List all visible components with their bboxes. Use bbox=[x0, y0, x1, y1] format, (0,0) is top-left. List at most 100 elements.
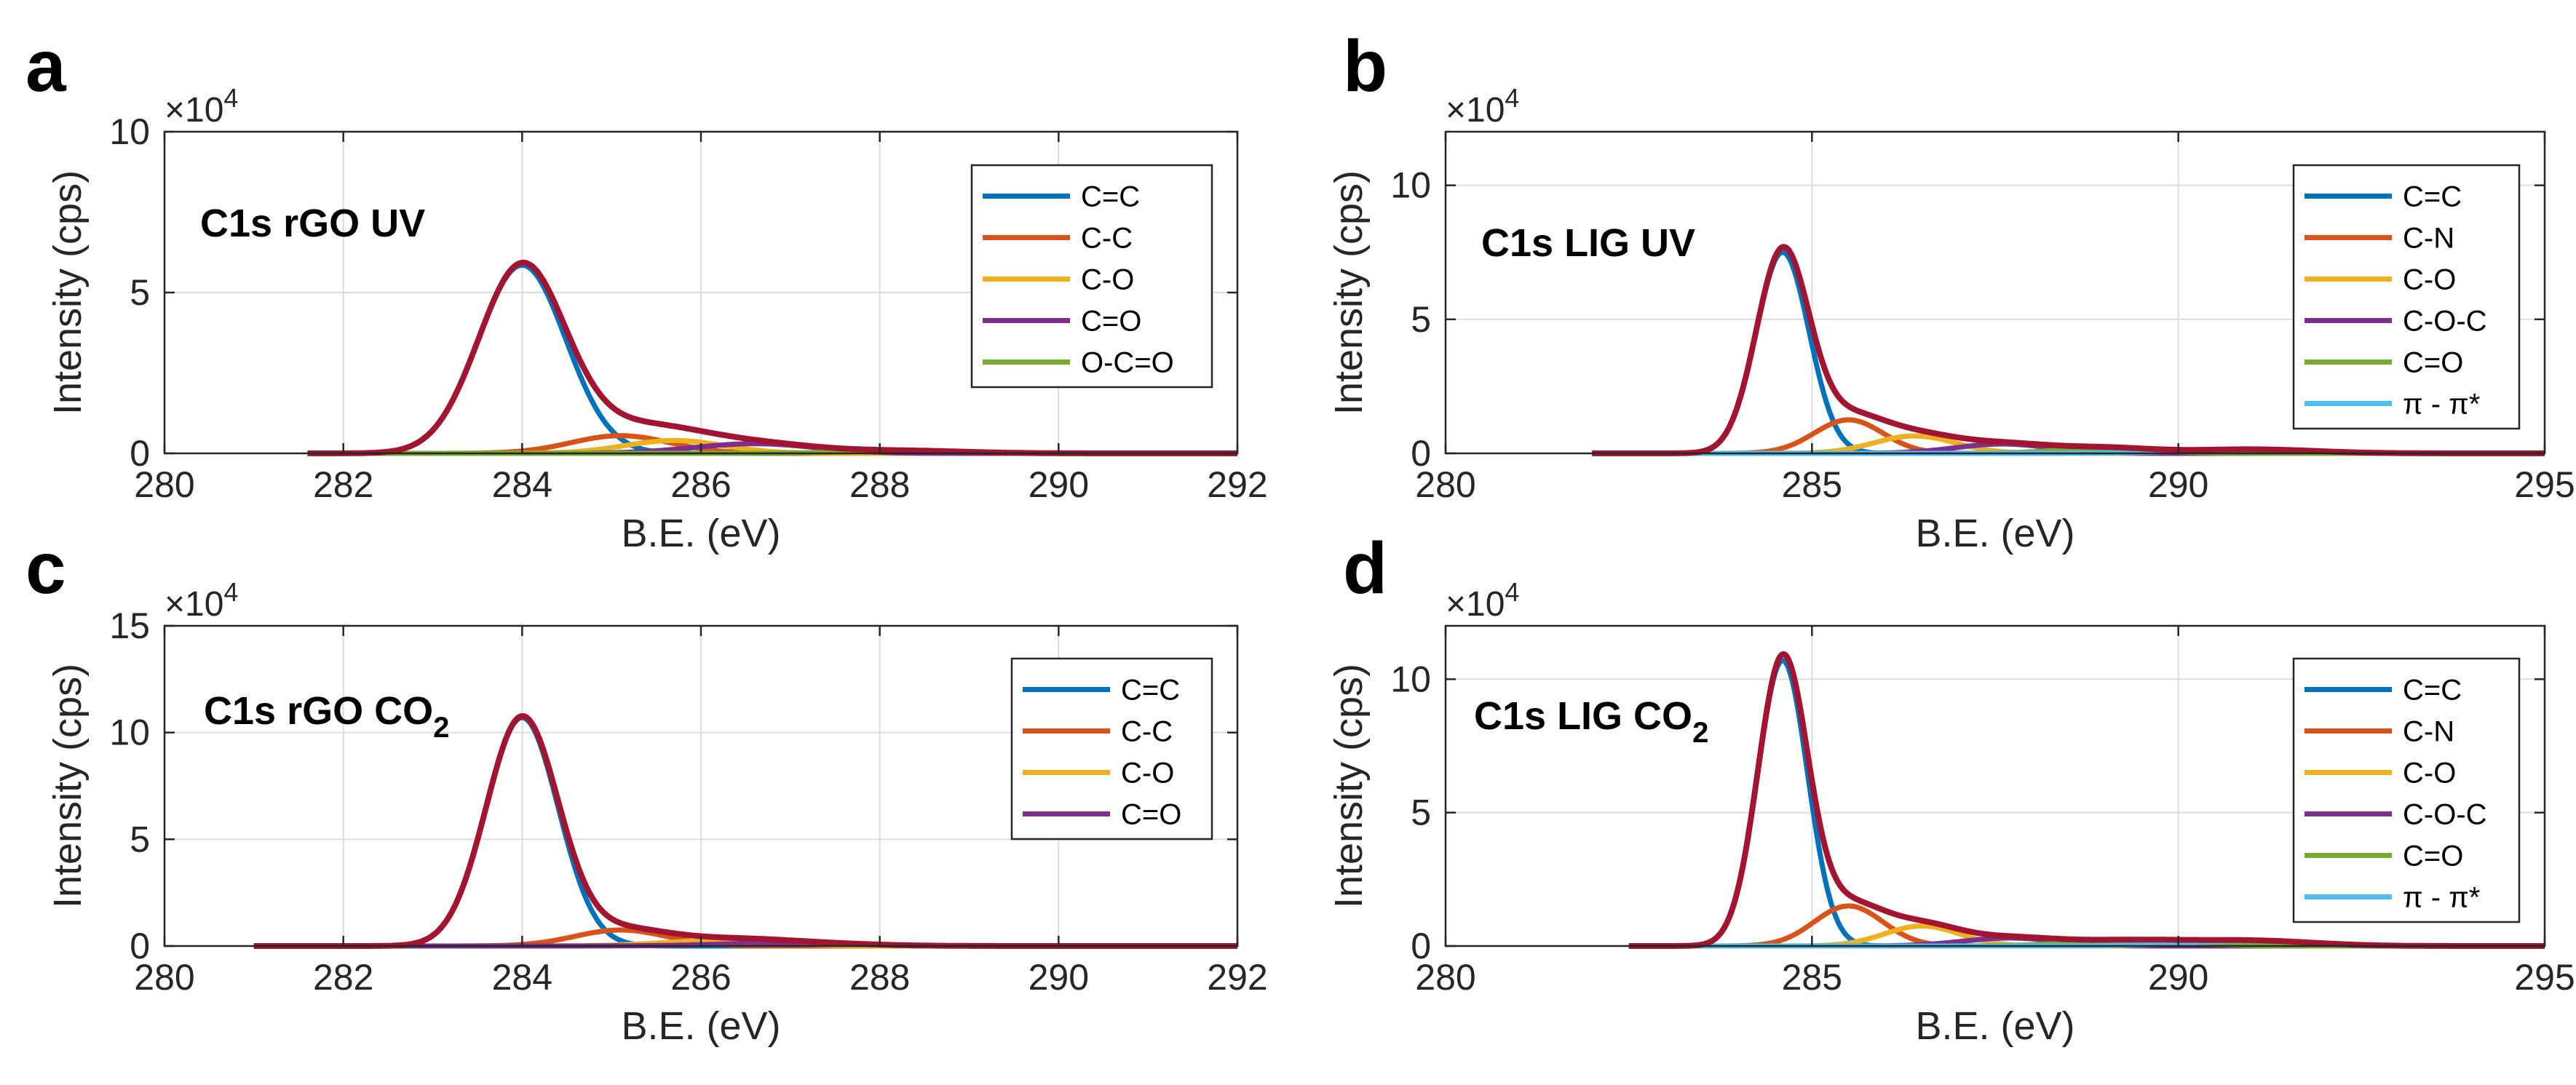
panel-annotation: C1s LIG UV bbox=[1481, 221, 1695, 265]
y-tick-label: 10 bbox=[109, 111, 150, 152]
y-exponent: ×104 bbox=[165, 83, 238, 130]
legend-label: C-O bbox=[1081, 264, 1134, 296]
x-tick-label: 286 bbox=[670, 957, 731, 998]
y-axis-label: Intensity (cps) bbox=[1327, 170, 1371, 415]
x-tick-label: 286 bbox=[670, 464, 731, 505]
panel-letter: a bbox=[25, 25, 67, 107]
legend-label: C=C bbox=[1121, 675, 1180, 707]
y-tick-label: 0 bbox=[1411, 433, 1431, 474]
y-tick-label: 10 bbox=[1390, 165, 1431, 206]
legend-label: C-O-C bbox=[2403, 306, 2487, 338]
legend-label: π - π* bbox=[2403, 882, 2480, 914]
x-tick-label: 290 bbox=[1029, 957, 1089, 998]
x-tick-label: 292 bbox=[1207, 464, 1267, 505]
annotation-main: C1s rGO CO bbox=[204, 689, 433, 733]
y-tick-label: 0 bbox=[1411, 926, 1431, 966]
annotation-subscript: 2 bbox=[1692, 717, 1708, 749]
x-tick-label: 285 bbox=[1782, 957, 1842, 998]
y-axis-label: Intensity (cps) bbox=[46, 664, 90, 908]
legend-label: C-O bbox=[2403, 264, 2456, 296]
legend-label: C-N bbox=[2403, 223, 2454, 255]
legend-label: C=O bbox=[2403, 347, 2463, 379]
y-exponent-base: ×10 bbox=[165, 91, 223, 130]
panel-annotation: C1s rGO UV bbox=[200, 202, 425, 245]
legend-box bbox=[970, 164, 1213, 389]
annotation-main: C1s rGO UV bbox=[200, 202, 425, 245]
panel-annotation: C1s rGO CO2 bbox=[204, 689, 449, 744]
legend-box bbox=[2292, 657, 2521, 923]
x-tick-label: 285 bbox=[1782, 464, 1842, 505]
legend-label: C-C bbox=[1081, 223, 1133, 255]
y-exponent-base: ×10 bbox=[1446, 91, 1505, 130]
x-tick-label: 290 bbox=[1029, 464, 1089, 505]
y-exponent: ×104 bbox=[165, 577, 238, 624]
legend-label: O-C=O bbox=[1081, 347, 1174, 379]
panel-letter: c bbox=[25, 528, 66, 609]
y-exponent-base: ×10 bbox=[1446, 585, 1505, 624]
x-tick-label: 290 bbox=[2148, 957, 2208, 998]
y-tick-label: 10 bbox=[1390, 659, 1431, 699]
x-tick-label: 288 bbox=[849, 464, 910, 505]
y-exponent: ×104 bbox=[1446, 83, 1519, 130]
x-axis-label: B.E. (eV) bbox=[621, 1004, 780, 1048]
panel-b: b 280 285 290 295 0 5 10 ×104 B.E. (eV) Intensity … bbox=[1327, 25, 2575, 555]
y-exponent-power: 4 bbox=[1505, 577, 1519, 607]
y-tick-label: 5 bbox=[130, 819, 150, 859]
y-axis-label: Intensity (cps) bbox=[1327, 664, 1371, 908]
legend-label: C-N bbox=[2403, 716, 2454, 748]
legend-label: C-O bbox=[2403, 758, 2456, 790]
panel-c: c 280 282 284 286 288 290 292 0 5 10 15 ×104 B.E. (eV… bbox=[25, 528, 1268, 1048]
annotation-main: C1s LIG CO bbox=[1474, 694, 1692, 738]
x-axis-label: B.E. (eV) bbox=[1915, 512, 2074, 555]
x-tick-label: 284 bbox=[492, 464, 552, 505]
x-tick-label: 290 bbox=[2148, 464, 2208, 505]
x-tick-label: 282 bbox=[313, 957, 373, 998]
y-tick-label: 15 bbox=[109, 605, 150, 646]
panel-annotation: C1s LIG CO2 bbox=[1474, 694, 1708, 749]
y-axis-label: Intensity (cps) bbox=[46, 170, 90, 415]
legend-label: C-C bbox=[1121, 716, 1173, 748]
panel-d: d 280 285 290 295 0 5 10 ×104 B.E. (eV) Intensity … bbox=[1327, 528, 2575, 1048]
y-exponent-base: ×10 bbox=[165, 585, 223, 624]
x-tick-label: 282 bbox=[313, 464, 373, 505]
annotation-subscript: 2 bbox=[433, 712, 449, 744]
x-tick-label: 295 bbox=[2514, 464, 2575, 505]
y-exponent-power: 4 bbox=[1505, 83, 1519, 113]
y-exponent-power: 4 bbox=[223, 577, 238, 607]
axes-box bbox=[1444, 624, 2546, 947]
x-tick-label: 280 bbox=[134, 464, 194, 505]
x-tick-label: 280 bbox=[1415, 957, 1475, 998]
y-exponent: ×104 bbox=[1446, 577, 1519, 624]
y-tick-label: 0 bbox=[130, 926, 150, 966]
legend-label: C=C bbox=[1081, 181, 1140, 213]
panel-letter: d bbox=[1343, 528, 1387, 609]
legend-label: π - π* bbox=[2403, 389, 2480, 421]
x-tick-label: 292 bbox=[1207, 957, 1267, 998]
legend-label: C=C bbox=[2403, 181, 2462, 213]
legend-label: C-O-C bbox=[2403, 799, 2487, 831]
legend-label: C=O bbox=[1121, 799, 1181, 831]
annotation-main: C1s LIG UV bbox=[1481, 221, 1695, 265]
y-tick-label: 5 bbox=[1411, 299, 1431, 340]
x-tick-label: 288 bbox=[849, 957, 910, 998]
y-tick-label: 0 bbox=[130, 433, 150, 474]
legend-label: C=O bbox=[1081, 306, 1141, 338]
legend-label: C=C bbox=[2403, 675, 2462, 707]
legend-label: C=O bbox=[2403, 840, 2463, 873]
panel-letter: b bbox=[1343, 25, 1387, 107]
x-tick-label: 284 bbox=[492, 957, 552, 998]
x-tick-label: 295 bbox=[2514, 957, 2575, 998]
y-exponent-power: 4 bbox=[223, 83, 238, 113]
axes-box bbox=[1444, 130, 2546, 455]
x-tick-label: 280 bbox=[134, 957, 194, 998]
y-tick-label: 5 bbox=[1411, 792, 1431, 833]
x-axis-label: B.E. (eV) bbox=[1915, 1004, 2074, 1048]
y-tick-label: 5 bbox=[130, 272, 150, 313]
legend-box bbox=[2292, 164, 2521, 430]
x-axis-label: B.E. (eV) bbox=[621, 512, 780, 555]
x-tick-label: 280 bbox=[1415, 464, 1475, 505]
legend-label: C-O bbox=[1121, 758, 1174, 790]
y-tick-label: 10 bbox=[109, 712, 150, 753]
panel-a: a 280 282 284 286 288 290 292 0 5 10 ×104 B.E. (eV) I… bbox=[25, 25, 1268, 555]
